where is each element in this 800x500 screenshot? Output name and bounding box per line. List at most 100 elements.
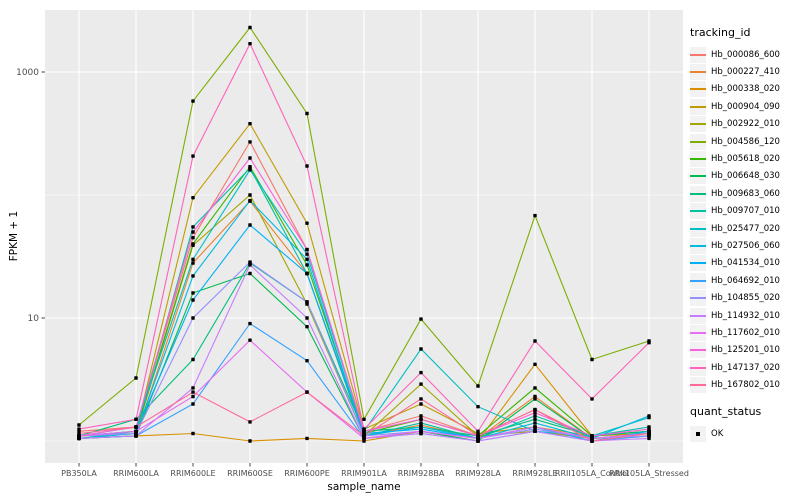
series-color-key-icon	[690, 342, 706, 359]
data-point	[419, 347, 423, 351]
data-point	[191, 298, 195, 302]
data-point	[134, 434, 138, 438]
data-point	[647, 427, 651, 431]
legend-item-label: Hb_009683_060	[711, 188, 780, 199]
data-point	[476, 439, 480, 443]
data-point	[419, 414, 423, 418]
series-color-key-icon	[690, 377, 706, 394]
data-point	[191, 316, 195, 320]
legend-item: Hb_027506_060	[690, 237, 798, 254]
data-point	[191, 394, 195, 399]
data-point	[362, 427, 366, 431]
data-point	[647, 341, 651, 345]
legend-item-label: Hb_114932_010	[711, 310, 780, 321]
data-point	[533, 339, 537, 343]
data-point	[134, 425, 138, 429]
legend-item: Hb_002922_010	[690, 116, 798, 133]
series-color-key-icon	[690, 272, 706, 289]
series-color-key-icon	[690, 133, 706, 150]
legend-item: Hb_000338_020	[690, 81, 798, 98]
legend-item-label: Hb_147137_020	[711, 362, 780, 373]
data-point	[533, 411, 537, 415]
data-point	[647, 431, 651, 436]
data-point	[191, 261, 195, 265]
legend-item-label: Hb_041534_010	[711, 258, 780, 269]
series-color-key-icon	[690, 98, 706, 115]
legend-item: Hb_114932_010	[690, 307, 798, 324]
legend-item-label: Hb_002922_010	[711, 119, 780, 130]
data-point	[191, 386, 195, 390]
data-point	[305, 390, 309, 394]
data-point	[533, 362, 537, 366]
series-color-key-icon	[690, 116, 706, 133]
legend-item-label: Hb_004586_120	[711, 136, 780, 147]
data-point	[248, 439, 252, 443]
x-tick-label: RRIM600PE	[284, 469, 330, 478]
x-tick-label: RRIM901LA	[341, 469, 387, 478]
legend-quant-status: quant_status OK	[690, 405, 798, 442]
data-point	[305, 221, 309, 225]
series-color-key-icon	[690, 255, 706, 272]
data-point	[248, 260, 252, 264]
legend-item: Hb_009683_060	[690, 185, 798, 202]
legend-item: Hb_104855_020	[690, 289, 798, 307]
data-point	[590, 434, 594, 438]
legend-item-label: Hb_000338_020	[711, 84, 780, 95]
data-point	[191, 196, 195, 200]
y-tick-label: 10	[28, 314, 40, 324]
legend-item: Hb_025477_020	[690, 220, 798, 237]
data-point	[191, 236, 195, 240]
x-tick-label: RRIM928LE	[512, 469, 557, 478]
data-point	[305, 325, 309, 329]
series-color-key-icon	[690, 359, 706, 376]
y-tick-label: 1000	[16, 68, 39, 78]
ok-point-key-icon	[690, 425, 706, 442]
legend-item-label: Hb_125201_010	[711, 345, 780, 356]
data-point	[77, 427, 81, 431]
data-point	[248, 140, 252, 144]
data-point	[305, 436, 309, 441]
legend-item-ok: OK	[690, 425, 798, 442]
data-point	[248, 122, 252, 126]
data-point	[590, 439, 594, 443]
legend-item-label: OK	[711, 428, 724, 439]
data-point	[533, 421, 537, 425]
series-color-key-icon	[690, 324, 706, 341]
legend-item-label: Hb_009707_010	[711, 206, 780, 217]
legend-item: Hb_125201_010	[690, 342, 798, 359]
data-point	[533, 429, 537, 433]
data-point	[533, 417, 537, 421]
legend-item: Hb_167802_010	[690, 376, 798, 394]
legend-item-label: Hb_006648_030	[711, 171, 780, 182]
data-point	[533, 397, 537, 401]
data-point	[305, 257, 309, 261]
data-point	[191, 257, 195, 261]
data-point	[248, 25, 252, 30]
series-color-key-icon	[690, 203, 706, 220]
data-point	[77, 431, 81, 436]
legend-title-quant-status: quant_status	[690, 404, 762, 418]
data-point	[305, 263, 309, 267]
legend-items: Hb_000086_600 Hb_000227_410 Hb_000338_020 H…	[690, 46, 798, 394]
data-point	[419, 317, 423, 321]
data-point	[305, 316, 309, 320]
data-point	[134, 376, 138, 380]
series-color-key-icon	[690, 220, 706, 237]
data-point	[533, 414, 537, 418]
data-point	[191, 99, 195, 103]
series-color-key-icon	[690, 46, 706, 63]
legend-title-tracking-id: tracking_id	[690, 26, 751, 39]
legend-item: Hb_064692_010	[690, 272, 798, 289]
data-point	[191, 230, 195, 234]
legend-item-label: Hb_000086_600	[711, 49, 780, 60]
data-point	[647, 414, 651, 418]
data-point	[191, 225, 195, 229]
data-point	[419, 397, 423, 401]
data-point	[419, 382, 423, 386]
legend-item-label: Hb_027506_060	[711, 240, 780, 251]
data-point	[191, 402, 195, 406]
legend-item-label: Hb_025477_020	[711, 223, 780, 234]
legend: tracking_id Hb_000086_600 Hb_000227_410 Hb…	[690, 26, 798, 442]
data-point	[191, 390, 195, 394]
data-point	[191, 274, 195, 278]
